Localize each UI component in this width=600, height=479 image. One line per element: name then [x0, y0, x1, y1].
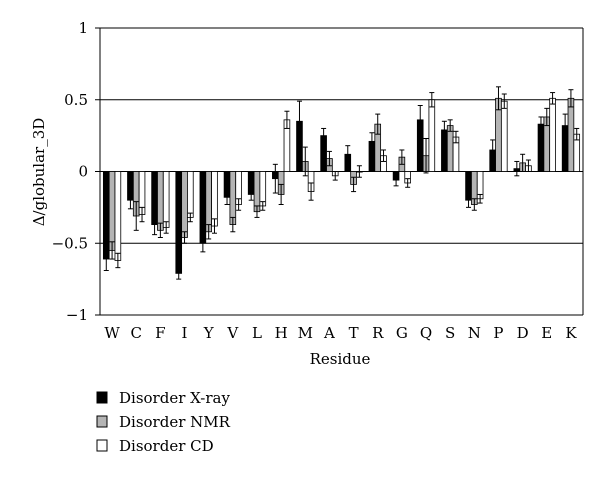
bar-Q-series-2 — [428, 99, 436, 172]
x-category-label: E — [541, 324, 552, 342]
x-category-label: G — [396, 324, 408, 342]
legend-label-0: Disorder X-ray — [119, 389, 230, 407]
legend-label-2: Disorder CD — [119, 437, 214, 455]
legend-swatch-2 — [96, 439, 108, 452]
gridlines — [100, 99, 583, 244]
y-tick-label: 0.5 — [64, 91, 88, 109]
bar-L-series-2 — [259, 171, 267, 207]
x-category-label: T — [349, 324, 359, 342]
bar-Y-series-1 — [205, 171, 212, 233]
legend-label-1: Disorder NMR — [119, 413, 231, 431]
x-category-label: K — [565, 324, 577, 342]
y-tick-label: −1 — [66, 306, 88, 324]
axes — [95, 27, 584, 316]
y-tick-label: 1 — [78, 19, 88, 37]
y-axis-label: Δ/globular_3D — [30, 118, 48, 227]
bar-Y-series-0 — [199, 171, 207, 244]
bar-V-series-1 — [229, 171, 237, 225]
y-tick-label: 0 — [78, 163, 88, 181]
bar-Y-series-2 — [211, 171, 218, 227]
x-category-label: D — [517, 324, 529, 342]
legend: Disorder X-ray Disorder NMR Disorder CD — [96, 389, 231, 455]
bar-K-series-1 — [567, 97, 575, 172]
legend-swatch-1 — [96, 415, 108, 428]
bar-I-series-0 — [175, 171, 183, 274]
bar-W-series-0 — [102, 171, 110, 260]
x-category-label: N — [468, 324, 481, 342]
x-category-label: H — [275, 324, 288, 342]
bar-F-series-1 — [157, 171, 164, 231]
x-category-label: M — [298, 324, 313, 342]
x-category-label: V — [226, 324, 239, 342]
x-category-label: Q — [420, 324, 432, 342]
bars — [102, 86, 581, 280]
bar-I-series-2 — [187, 171, 194, 218]
x-category-label: I — [182, 324, 188, 342]
bar-F-series-2 — [162, 171, 170, 228]
legend-swatch-0 — [96, 391, 108, 404]
x-category-label: P — [493, 324, 503, 342]
x-category-label: R — [372, 324, 384, 342]
y-tick-label: −0.5 — [52, 234, 88, 252]
x-category-label: F — [155, 324, 165, 342]
x-category-label: A — [323, 324, 335, 342]
x-category-label: S — [445, 324, 455, 342]
bar-S-series-1 — [446, 125, 454, 172]
x-category-label: Y — [203, 324, 215, 342]
bar-E-series-2 — [549, 97, 556, 172]
bar-W-series-2 — [114, 171, 122, 261]
x-category-label: W — [104, 324, 120, 342]
bar-W-series-1 — [108, 171, 116, 251]
y-tick-labels: 1 0.5 0 −0.5 −1 — [52, 19, 88, 324]
bar-P-series-2 — [500, 100, 508, 172]
x-axis-label: Residue — [310, 350, 371, 368]
x-category-label: C — [130, 324, 141, 342]
x-category-label: L — [252, 324, 262, 342]
bar-I-series-1 — [181, 171, 188, 238]
